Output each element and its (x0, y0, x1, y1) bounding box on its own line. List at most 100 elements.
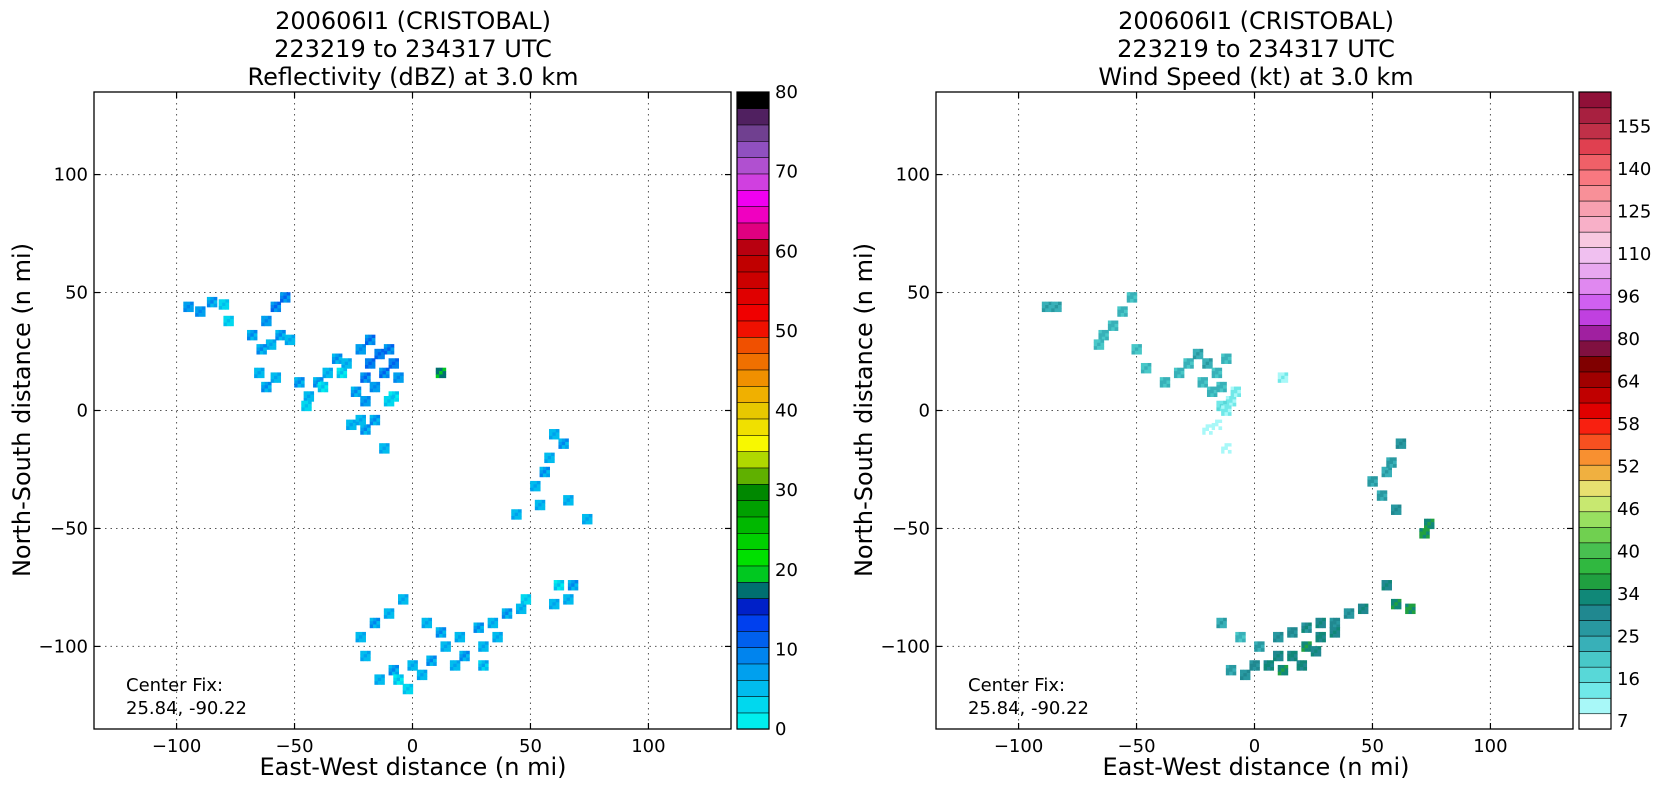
data-cell (1347, 611, 1351, 616)
data-cell (1237, 393, 1241, 397)
data-cell (442, 374, 447, 379)
data-cell (369, 617, 374, 622)
data-cell (341, 365, 346, 369)
data-cell (1180, 367, 1185, 372)
data-cell (393, 379, 397, 383)
data-cell (542, 473, 547, 478)
data-cell (374, 348, 379, 353)
wind-speed-colorbar: 7 16 25 34 40 46 52 58 64 80 96 110 125 140 155 (1578, 91, 1651, 732)
data-cell (362, 350, 366, 355)
data-cell (263, 347, 267, 352)
data-cell (517, 512, 522, 517)
data-cell (541, 506, 546, 511)
data-cell (569, 495, 574, 499)
data-cell (565, 441, 569, 446)
data-cell (273, 379, 278, 383)
wind-speed-plot-frame (935, 91, 1574, 730)
data-cell (286, 292, 291, 296)
data-cell (387, 350, 391, 355)
data-cell (1221, 443, 1225, 447)
data-cell (1308, 648, 1312, 652)
data-cell (1138, 350, 1142, 355)
data-cell (1230, 386, 1235, 391)
data-cell (291, 338, 296, 342)
data-cell (373, 617, 377, 622)
data-cell (1276, 635, 1281, 639)
data-cell (1058, 305, 1062, 309)
data-cell (400, 379, 404, 383)
data-cell (222, 299, 226, 303)
data-cell (447, 644, 451, 649)
data-cell (1147, 362, 1152, 367)
data-cell (331, 356, 336, 361)
data-cell (1107, 320, 1112, 325)
data-cell (280, 298, 284, 303)
data-cell (348, 358, 352, 362)
data-cell (1210, 386, 1215, 391)
data-cell (1229, 399, 1233, 404)
data-cell (530, 484, 534, 488)
data-cell (492, 635, 497, 639)
data-cell (1273, 650, 1277, 655)
colorbar-segment (1578, 480, 1612, 497)
data-cell (335, 356, 339, 361)
data-cell (480, 622, 484, 627)
data-cell (352, 426, 357, 431)
data-cell (355, 418, 360, 422)
data-cell (1216, 407, 1221, 412)
data-cell (206, 300, 211, 304)
data-cell (261, 385, 265, 389)
data-cell (1336, 627, 1341, 631)
data-cell (552, 432, 557, 437)
data-cell (522, 610, 527, 615)
colorbar-segment (1578, 573, 1612, 590)
data-cell (1322, 638, 1326, 643)
data-cell (325, 367, 330, 372)
data-cell (1221, 353, 1225, 358)
data-cell (377, 677, 382, 682)
wind-speed-plot-area: −100 −50 0 50 100 −100 −50 0 50 100 (881, 92, 1573, 757)
data-cell (376, 617, 381, 622)
data-cell (275, 333, 280, 337)
data-cell (1243, 673, 1248, 677)
data-cell (1211, 426, 1216, 431)
data-cell (524, 594, 528, 598)
data-cell (494, 617, 499, 622)
colorbar-segment (1578, 122, 1612, 140)
data-cell (1322, 621, 1326, 625)
data-cell (341, 358, 346, 362)
data-cell (265, 342, 270, 347)
data-cell (1260, 648, 1265, 652)
data-cell (355, 350, 360, 355)
colorbar-segment (736, 287, 770, 305)
data-cell (1054, 308, 1059, 313)
data-cell (481, 648, 486, 652)
data-cell (362, 414, 366, 419)
colorbar-segment (736, 500, 770, 518)
data-cell (1284, 372, 1289, 377)
data-cell (1111, 327, 1115, 331)
data-cell (1058, 301, 1062, 306)
data-cell (481, 663, 486, 668)
data-cell (265, 339, 270, 344)
data-cell (390, 611, 395, 616)
data-cell (374, 355, 379, 360)
data-cell (1405, 603, 1409, 608)
data-cell (1336, 624, 1341, 629)
data-cell (1329, 633, 1334, 638)
data-cell (1388, 586, 1392, 591)
data-cell (1202, 431, 1206, 435)
data-cell (1045, 308, 1049, 313)
data-cell (459, 650, 464, 655)
data-cell (1284, 375, 1289, 380)
data-cell (548, 432, 553, 437)
data-cell (1329, 627, 1334, 631)
data-cell (508, 608, 513, 613)
data-cell (466, 654, 470, 658)
data-cell (1211, 419, 1216, 424)
data-cell (557, 580, 561, 584)
data-cell (183, 301, 187, 306)
data-cell (1422, 528, 1427, 532)
data-cell (272, 342, 277, 347)
data-cell (1221, 405, 1225, 410)
